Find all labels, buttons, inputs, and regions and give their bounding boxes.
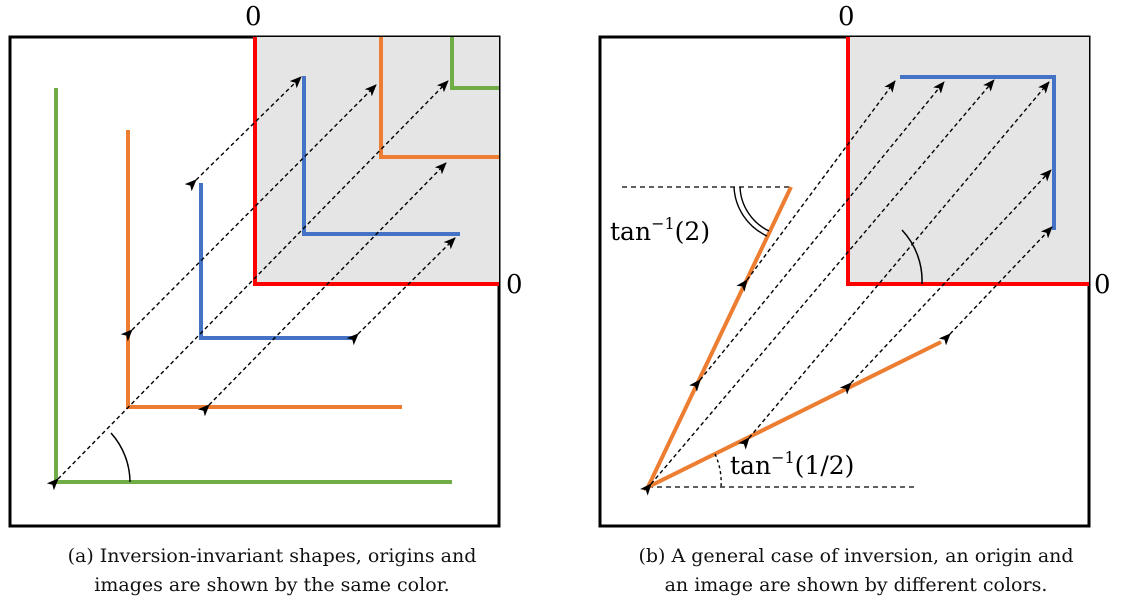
panel-a-right-zero-label: 0 xyxy=(506,270,523,300)
panel-b-blue-image-shape xyxy=(900,75,1056,230)
panel-b-caption-line2: an image are shown by different colors. xyxy=(664,574,1048,596)
panel-b: 0 0 tan−1(2) tan−1(1/2) xyxy=(598,2,1111,528)
panel-a-quadrant xyxy=(255,37,499,284)
panel-b-correspondence-arrows xyxy=(640,79,1053,496)
panel-a-angle-arc xyxy=(110,432,131,483)
panel-a-green-image-shape xyxy=(450,37,499,90)
arrow xyxy=(346,237,456,346)
arrow xyxy=(938,226,1053,346)
panel-b-top-zero-label: 0 xyxy=(838,2,855,32)
panel-a-caption-line2: images are shown by the same color. xyxy=(94,574,450,596)
arrow xyxy=(46,80,449,491)
panel-a-caption-line1: (a) Inversion-invariant shapes, origins … xyxy=(67,545,477,567)
panel-a-caption: (a) Inversion-invariant shapes, origins … xyxy=(12,542,532,600)
panel-a-correspondence-arrows xyxy=(46,76,456,491)
panel-a-top-zero-label: 0 xyxy=(245,2,262,32)
panel-b-image-angle-arc xyxy=(901,229,923,285)
panel-b-caption: (b) A general case of inversion, an orig… xyxy=(596,542,1116,600)
panel-b-right-zero-label: 0 xyxy=(1094,270,1111,300)
panel-b-caption-line1: (b) A general case of inversion, an orig… xyxy=(638,545,1074,567)
panel-b-shallow-angle-arc xyxy=(714,453,722,488)
panel-b-shallow-angle-label: tan−1(1/2) xyxy=(730,448,854,480)
arrow xyxy=(197,162,447,417)
panel-a: 0 0 xyxy=(8,2,523,528)
panel-b-steep-angle-label: tan−1(2) xyxy=(610,214,710,246)
panel-b-steep-angle-arc-outer xyxy=(733,186,768,237)
panel-b-steep-angle-arc-inner xyxy=(739,186,770,232)
